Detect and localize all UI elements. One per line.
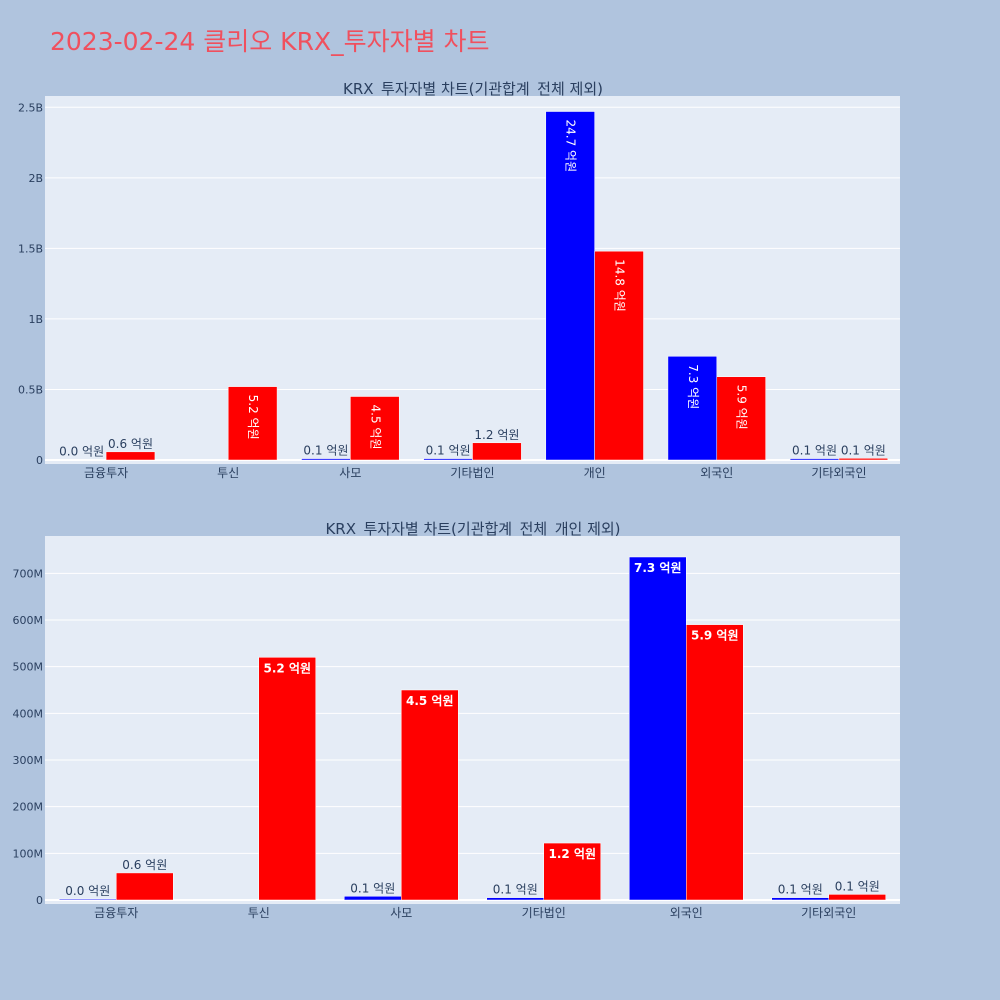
x-tick-label: 기타법인 [522,906,566,920]
bar-sell[interactable] [350,396,400,461]
x-tick-label: 사모 [390,906,412,920]
bar-buy[interactable] [486,897,544,901]
y-tick-label: 1.5B [18,242,43,255]
y-tick-label: 200M [13,801,44,814]
data-label: 0.1 억원 [835,879,880,893]
data-label: 0.1 억원 [792,444,837,458]
bar-buy[interactable] [59,898,117,901]
data-label: 5.9 억원 [735,385,749,430]
bar-sell[interactable] [828,894,886,901]
data-label: 0.1 억원 [778,883,823,897]
y-tick-label: 600M [13,614,44,627]
data-label: 0.0 억원 [59,445,104,459]
bar-sell[interactable] [116,872,174,901]
bar-sell[interactable] [594,250,644,461]
chart-krx-excluding-institution-and-individual: KRX_투자자별 차트(기관합계_전체_개인 제외) 0 100M 200M 300M… [13,520,900,920]
x-tick-label: 금융투자 [84,466,128,480]
bar-buy[interactable] [423,458,473,461]
data-label: 0.0 억원 [65,884,110,898]
y-tick-label: 0 [36,454,43,467]
y-tick-label: 2.5B [18,101,43,114]
data-label: 7.3 억원 [634,561,682,575]
bar-sell[interactable] [838,458,889,461]
bar-buy[interactable] [771,897,829,901]
y-tick-label: 1B [28,313,43,326]
bar-sell[interactable] [258,657,316,901]
data-label: 0.1 억원 [426,444,471,458]
chart-krx-excluding-institution: KRX_투자자별 차트(기관합계_전체 제외) 0 0.5B 1B 1.5B 2B 2.5… [18,80,900,480]
y-tick-label: 300M [13,754,44,767]
bar-sell[interactable] [227,386,278,461]
y-tick-label: 100M [13,847,44,860]
data-label: 24.7 억원 [564,120,578,173]
plot-area [45,536,900,904]
page-title: 2023-02-24 클리오 KRX_투자자별 차트 [50,27,490,56]
x-tick-label: 투신 [248,906,270,920]
bar-buy[interactable] [545,111,595,461]
y-tick-label: 400M [13,707,44,720]
bar-buy[interactable] [667,356,718,461]
data-label: 0.6 억원 [108,437,153,451]
x-tick-label: 투신 [217,466,239,480]
x-tick-label: 개인 [584,466,606,480]
y-tick-label: 700M [13,567,44,580]
chart-marks: 0 100M 200M 300M 400M 500M 600M 700M 금융투자 0.0 억원 0… [13,556,900,920]
x-tick-label: 외국인 [670,906,703,920]
data-label: 1.2 억원 [474,428,519,442]
bar-sell[interactable] [686,624,744,901]
data-label: 0.1 억원 [303,444,348,458]
y-tick-label: 0.5B [18,383,43,396]
y-tick-label: 500M [13,661,44,674]
chart-title: KRX_투자자별 차트(기관합계_전체_개인 제외) [325,520,620,539]
x-tick-label: 기타외국인 [801,906,856,920]
bar-buy[interactable] [301,458,351,461]
x-tick-label: 금융투자 [94,906,138,920]
bar-buy[interactable] [629,556,687,901]
data-label: 0.1 억원 [350,881,395,895]
chart-title: KRX_투자자별 차트(기관합계_전체 제외) [343,80,603,99]
bar-sell[interactable] [716,376,766,461]
bar-sell[interactable] [401,689,459,901]
bar-buy[interactable] [789,458,840,461]
data-label: 5.2 억원 [246,395,260,440]
data-label: 0.1 억원 [493,883,538,897]
bar-sell[interactable] [543,842,601,901]
x-tick-label: 사모 [339,466,361,480]
bar-sell[interactable] [472,442,522,461]
data-label: 4.5 억원 [368,405,382,450]
data-label: 7.3 억원 [686,364,700,409]
bar-buy[interactable] [344,896,402,901]
data-label: 1.2 억원 [548,847,596,861]
plot-area [45,96,900,464]
data-label: 0.6 억원 [122,858,167,872]
y-tick-label: 2B [28,172,43,185]
x-tick-label: 기타외국인 [811,466,866,480]
data-label: 5.2 억원 [263,661,311,675]
y-tick-label: 0 [36,894,43,907]
data-label: 5.9 억원 [691,629,739,643]
x-tick-label: 외국인 [700,466,733,480]
data-label: 0.1 억원 [841,443,886,457]
x-tick-label: 기타법인 [450,466,494,480]
bar-sell[interactable] [105,451,156,461]
data-label: 4.5 억원 [406,694,454,708]
data-label: 14.8 억원 [613,259,627,312]
